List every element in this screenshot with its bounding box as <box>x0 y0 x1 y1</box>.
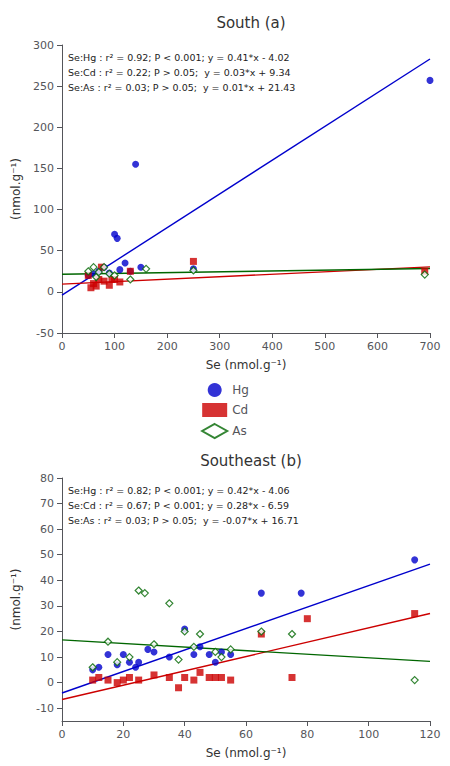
svg-text:120: 120 <box>420 728 441 741</box>
svg-text:As: As <box>232 424 246 438</box>
svg-text:Se:Cd : r² = 0.67; P < 0.001;: Se:Cd : r² = 0.67; P < 0.001; y = 0.28*x… <box>68 500 289 511</box>
svg-text:60: 60 <box>239 728 253 741</box>
svg-text:0: 0 <box>59 728 66 741</box>
svg-text:Se:Hg : r² = 0.92; P < 0.001;: Se:Hg : r² = 0.92; P < 0.001; y = 0.41*x… <box>68 52 290 63</box>
svg-text:Se (nmol.g⁻¹): Se (nmol.g⁻¹) <box>206 358 287 372</box>
svg-text:200: 200 <box>157 340 178 353</box>
svg-text:150: 150 <box>33 162 54 175</box>
svg-text:80: 80 <box>40 472 54 485</box>
svg-text:30: 30 <box>40 599 54 612</box>
svg-text:40: 40 <box>178 728 192 741</box>
svg-text:100: 100 <box>33 203 54 216</box>
svg-text:20: 20 <box>116 728 130 741</box>
svg-text:Se:As : r² = 0.03; P > 0.05;: Se:As : r² = 0.03; P > 0.05; y = -0.07*x… <box>68 515 299 526</box>
svg-text:200: 200 <box>33 121 54 134</box>
svg-text:0: 0 <box>47 676 54 689</box>
svg-text:300: 300 <box>209 340 230 353</box>
svg-text:0: 0 <box>47 285 54 298</box>
svg-text:100: 100 <box>358 728 379 741</box>
svg-text:100: 100 <box>104 340 125 353</box>
svg-text:50: 50 <box>40 548 54 561</box>
svg-text:400: 400 <box>262 340 283 353</box>
svg-text:Se (nmol.g⁻¹): Se (nmol.g⁻¹) <box>206 746 287 760</box>
svg-text:Southeast (b): Southeast (b) <box>200 452 302 470</box>
svg-text:Hg: Hg <box>232 383 249 397</box>
svg-text:250: 250 <box>33 80 54 93</box>
svg-text:Cd: Cd <box>232 403 248 417</box>
svg-text:700: 700 <box>420 340 441 353</box>
svg-text:0: 0 <box>59 340 66 353</box>
svg-text:(nmol.g⁻¹): (nmol.g⁻¹) <box>9 158 23 220</box>
svg-text:500: 500 <box>314 340 335 353</box>
svg-text:10: 10 <box>40 651 54 664</box>
svg-text:-10: -10 <box>36 702 54 715</box>
svg-text:40: 40 <box>40 574 54 587</box>
svg-text:60: 60 <box>40 523 54 536</box>
svg-text:50: 50 <box>40 244 54 257</box>
svg-text:300: 300 <box>33 39 54 52</box>
svg-text:-50: -50 <box>36 327 54 340</box>
svg-text:20: 20 <box>40 625 54 638</box>
svg-text:70: 70 <box>40 497 54 510</box>
svg-text:600: 600 <box>367 340 388 353</box>
svg-text:Se:As : r² = 0.03; P > 0.05;: Se:As : r² = 0.03; P > 0.05; y = 0.01*x … <box>68 82 295 93</box>
svg-text:(nmol.g⁻¹): (nmol.g⁻¹) <box>9 569 23 631</box>
svg-text:80: 80 <box>300 728 314 741</box>
svg-text:Se:Cd : r² = 0.22; P > 0.05;: Se:Cd : r² = 0.22; P > 0.05; y = 0.03*x … <box>68 67 291 78</box>
svg-text:Se:Hg : r² = 0.82; P < 0.001;: Se:Hg : r² = 0.82; P < 0.001; y = 0.42*x… <box>68 485 290 496</box>
svg-text:South (a): South (a) <box>216 14 285 32</box>
